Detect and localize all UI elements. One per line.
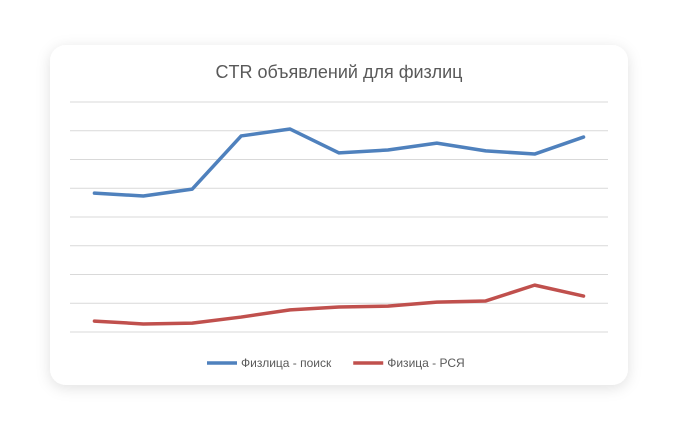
series-line: [92, 127, 586, 198]
series-line: [92, 283, 586, 326]
legend-label: Физица - РСЯ: [387, 356, 464, 370]
chart-title: CTR объявлений для физлиц: [216, 62, 463, 82]
legend-label: Физлица - поиск: [241, 356, 332, 370]
card: [50, 45, 628, 385]
